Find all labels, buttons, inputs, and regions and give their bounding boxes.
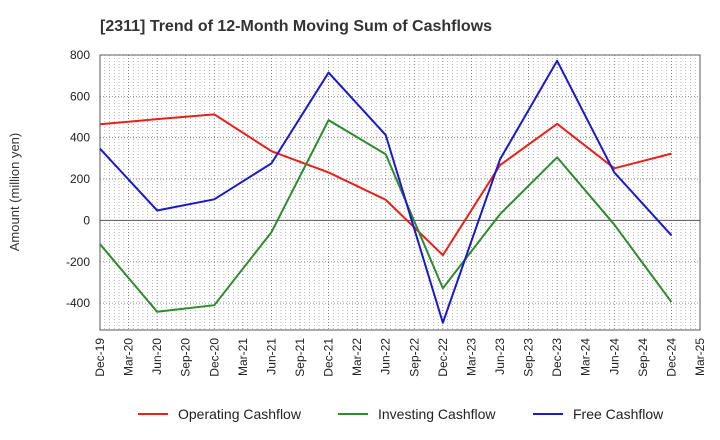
y-axis-label: Amount (million yen) [7,133,22,252]
legend-label: Investing Cashflow [378,406,496,422]
y-tick-label: 0 [83,213,90,227]
y-tick-label: 200 [70,172,90,186]
x-tick-label: Jun-20 [150,338,164,375]
x-tick-label: Mar-23 [464,338,478,376]
chart-title: [2311] Trend of 12-Month Moving Sum of C… [100,18,492,35]
x-tick-label: Jun-21 [264,338,278,375]
x-tick-label: Mar-20 [122,338,136,376]
x-tick-label: Sep-24 [636,338,650,377]
y-tick-label: 600 [70,89,90,103]
y-tick-label: 400 [70,131,90,145]
y-tick-label: -200 [66,255,90,269]
x-tick-label: Dec-23 [550,338,564,377]
x-tick-label: Dec-21 [322,338,336,377]
y-tick-labels: 800 600 400 200 0 -200 -400 [66,48,90,310]
x-tick-label: Jun-23 [493,338,507,375]
x-tick-label: Sep-23 [522,338,536,377]
series-lines [99,59,673,324]
series-line-3 [99,59,673,324]
y-tick-label: -400 [66,296,90,310]
x-tick-label: Mar-24 [579,338,593,376]
x-tick-label: Mar-25 [693,338,707,376]
series-line-2 [99,119,673,313]
x-tick-label: Sep-22 [407,338,421,377]
x-tick-label: Dec-22 [436,338,450,377]
x-tick-label: Sep-20 [179,338,193,377]
legend-label: Free Cashflow [573,406,664,422]
grid-lines [100,54,700,330]
x-tick-labels: Dec-19 Mar-20 Jun-20 Sep-20 Dec-20 Mar-21 Jun-… [93,338,707,377]
x-tick-label: Mar-22 [350,338,364,376]
x-tick-label: Jun-24 [607,338,621,375]
y-tick-label: 800 [70,48,90,62]
legend-label: Operating Cashflow [178,406,302,422]
x-tick-label: Sep-21 [293,338,307,377]
x-tick-label: Jun-22 [379,338,393,375]
x-tick-label: Dec-24 [664,338,678,377]
legend: Operating Cashflow Investing Cashflow Free… [138,406,664,422]
x-tick-label: Mar-21 [236,338,250,376]
x-tick-label: Dec-19 [93,338,107,377]
series-line-1 [99,113,672,257]
x-tick-label: Dec-20 [207,338,221,377]
